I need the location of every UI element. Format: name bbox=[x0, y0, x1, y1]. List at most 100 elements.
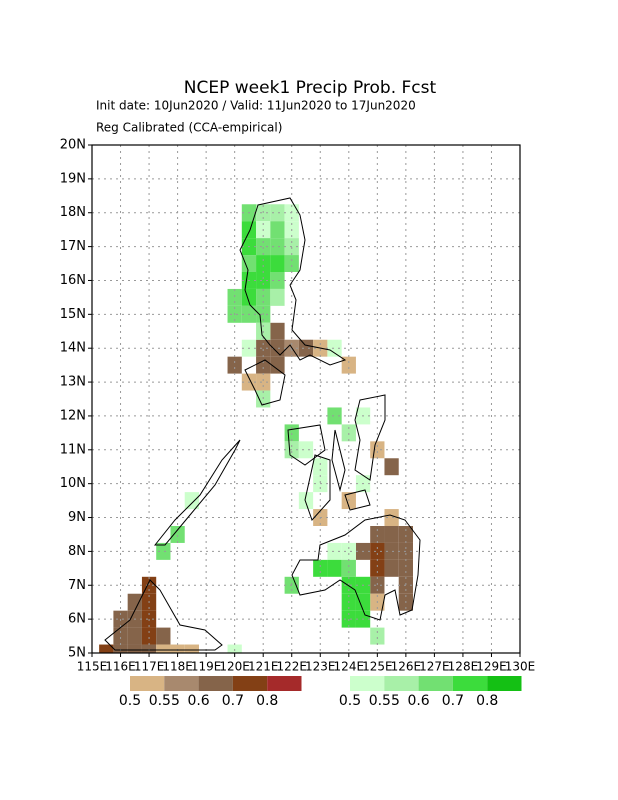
coast-samar bbox=[354, 394, 386, 481]
prob-cell bbox=[184, 644, 199, 653]
prob-cell bbox=[284, 424, 299, 442]
colorbar-label: 0.55 bbox=[369, 693, 400, 709]
colorbar-label: 0.5 bbox=[119, 693, 141, 709]
y-tick-label: 16N bbox=[60, 273, 86, 288]
colorbar-box bbox=[350, 676, 385, 691]
x-tick-label: 125E bbox=[362, 660, 393, 674]
colorbar-label: 0.5 bbox=[339, 693, 361, 709]
prob-cell bbox=[270, 255, 285, 272]
colorbar-box bbox=[130, 676, 165, 691]
coast-mindanao bbox=[291, 514, 421, 621]
x-tick-label: 122E bbox=[276, 660, 307, 674]
colorbar-box bbox=[384, 676, 419, 691]
prob-cell bbox=[370, 559, 385, 577]
prob-cell bbox=[99, 644, 114, 653]
prob-cell bbox=[170, 644, 185, 653]
prob-cell bbox=[398, 559, 413, 577]
x-tick-label: 118E bbox=[162, 660, 193, 674]
colorbar-label: 0.55 bbox=[149, 693, 180, 709]
x-tick-label: 116E bbox=[105, 660, 136, 674]
prob-cell bbox=[141, 644, 157, 653]
prob-cell bbox=[170, 526, 185, 543]
colorbar-label: 0.7 bbox=[442, 693, 464, 709]
prob-cell bbox=[113, 644, 128, 653]
prob-cell bbox=[256, 255, 271, 272]
prob-cell bbox=[270, 288, 285, 306]
prob-cell bbox=[384, 509, 399, 526]
prob-cell bbox=[156, 542, 171, 560]
prob-cell bbox=[156, 627, 171, 645]
grid-layer bbox=[92, 145, 520, 653]
prob-cell bbox=[398, 526, 413, 543]
y-tick-label: 18N bbox=[60, 205, 86, 220]
colorbar-box bbox=[487, 676, 522, 691]
colorbar-label: 0.8 bbox=[256, 693, 278, 709]
coast-panay bbox=[287, 424, 326, 466]
colorbar-box bbox=[452, 676, 488, 691]
prob-cell bbox=[241, 255, 257, 272]
prob-cell bbox=[227, 288, 242, 306]
prob-cell bbox=[184, 492, 199, 510]
prob-cell bbox=[370, 576, 385, 594]
prob-cell bbox=[256, 339, 271, 357]
prob-cell bbox=[298, 441, 314, 459]
prob-cell bbox=[327, 339, 342, 357]
plot-frame bbox=[91, 144, 521, 654]
prob-cell bbox=[270, 356, 285, 374]
x-tick-label: 124E bbox=[334, 660, 365, 674]
coast-palawan bbox=[153, 439, 241, 546]
x-tick-label: 119E bbox=[191, 660, 222, 674]
chart-title: NCEP week1 Precip Prob. Fcst bbox=[184, 78, 437, 98]
y-tick-label: 5N bbox=[68, 646, 86, 661]
prob-cell bbox=[327, 559, 342, 577]
x-tick-label: 130E bbox=[505, 660, 536, 674]
x-tick-label: 123E bbox=[305, 660, 336, 674]
y-tick-label: 8N bbox=[68, 544, 86, 559]
prob-cell bbox=[270, 238, 285, 256]
coast-borneo bbox=[104, 579, 223, 651]
y-tick-label: 14N bbox=[60, 341, 86, 356]
prob-cell bbox=[284, 255, 299, 272]
prob-cell bbox=[341, 424, 356, 442]
prob-cell bbox=[270, 272, 285, 289]
prob-cell bbox=[384, 559, 399, 577]
prob-cell bbox=[341, 559, 356, 577]
x-tick-label: 126E bbox=[391, 660, 422, 674]
x-tick-label: 115E bbox=[77, 660, 108, 674]
y-tick-label: 10N bbox=[60, 476, 86, 491]
prob-cell bbox=[327, 542, 342, 560]
x-tick-label: 129E bbox=[476, 660, 507, 674]
prob-cell bbox=[313, 559, 328, 577]
prob-cell bbox=[127, 627, 142, 645]
prob-cell bbox=[370, 441, 385, 459]
subtitle: Init date: 10Jun2020 / Valid: 11Jun2020 … bbox=[96, 99, 416, 113]
prob-cell bbox=[127, 593, 142, 611]
coast-negros bbox=[304, 454, 331, 521]
prob-cell bbox=[384, 458, 399, 476]
prob-cell bbox=[270, 221, 285, 239]
coast-cebu bbox=[331, 429, 346, 492]
coast-mindoro bbox=[244, 359, 286, 406]
y-tick-label: 6N bbox=[68, 612, 86, 627]
colorbar-box bbox=[164, 676, 199, 691]
x-tick-label: 120E bbox=[219, 660, 250, 674]
prob-cell bbox=[256, 288, 271, 306]
prob-cell bbox=[256, 238, 271, 256]
colorbar-box bbox=[198, 676, 233, 691]
prob-cell bbox=[341, 356, 356, 374]
prob-cell bbox=[384, 526, 399, 543]
y-tick-label: 19N bbox=[60, 171, 86, 186]
coast-bohol bbox=[344, 489, 371, 511]
note: Reg Calibrated (CCA-empirical) bbox=[96, 121, 282, 135]
y-tick-label: 20N bbox=[60, 138, 86, 153]
coastline bbox=[104, 197, 421, 651]
prob-cell bbox=[227, 356, 242, 374]
prob-cell bbox=[341, 542, 356, 560]
y-tick-label: 17N bbox=[60, 239, 86, 254]
prob-cell bbox=[256, 373, 271, 391]
prob-cell bbox=[298, 492, 314, 510]
colorbar-box bbox=[267, 676, 302, 691]
prob-cell bbox=[241, 288, 257, 306]
prob-cell bbox=[370, 526, 385, 543]
